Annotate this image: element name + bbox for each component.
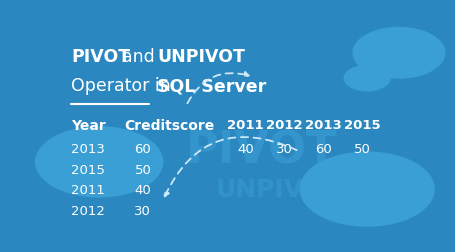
- Text: 2011: 2011: [71, 183, 105, 197]
- Text: 50: 50: [135, 163, 152, 176]
- Text: 2015: 2015: [71, 163, 105, 176]
- Circle shape: [35, 127, 163, 197]
- Text: UNPIVOT: UNPIVOT: [157, 48, 245, 66]
- Text: 30: 30: [276, 143, 293, 156]
- Text: PIVOT: PIVOT: [71, 48, 130, 66]
- Text: and: and: [122, 48, 155, 66]
- Text: UNPIVOT: UNPIVOT: [216, 177, 342, 201]
- Text: 2012: 2012: [71, 204, 105, 217]
- Text: 50: 50: [354, 143, 370, 156]
- Text: 60: 60: [135, 143, 151, 156]
- Circle shape: [344, 66, 390, 91]
- Text: 2013: 2013: [71, 143, 105, 156]
- Text: 2011: 2011: [227, 118, 264, 132]
- Text: 40: 40: [237, 143, 254, 156]
- Text: 2012: 2012: [266, 118, 303, 132]
- Text: Creditscore: Creditscore: [124, 118, 214, 133]
- Text: PIVOT: PIVOT: [186, 129, 337, 172]
- Circle shape: [353, 28, 445, 79]
- Text: SQL Server: SQL Server: [157, 77, 267, 95]
- Circle shape: [300, 152, 434, 226]
- Text: 40: 40: [135, 183, 151, 197]
- FancyArrowPatch shape: [187, 73, 249, 104]
- FancyArrowPatch shape: [165, 137, 297, 197]
- Text: 60: 60: [315, 143, 332, 156]
- Text: Operator in: Operator in: [71, 77, 171, 95]
- Text: 2013: 2013: [305, 118, 342, 132]
- Text: 2015: 2015: [344, 118, 380, 132]
- Text: 30: 30: [135, 204, 152, 217]
- Text: Year: Year: [71, 118, 106, 133]
